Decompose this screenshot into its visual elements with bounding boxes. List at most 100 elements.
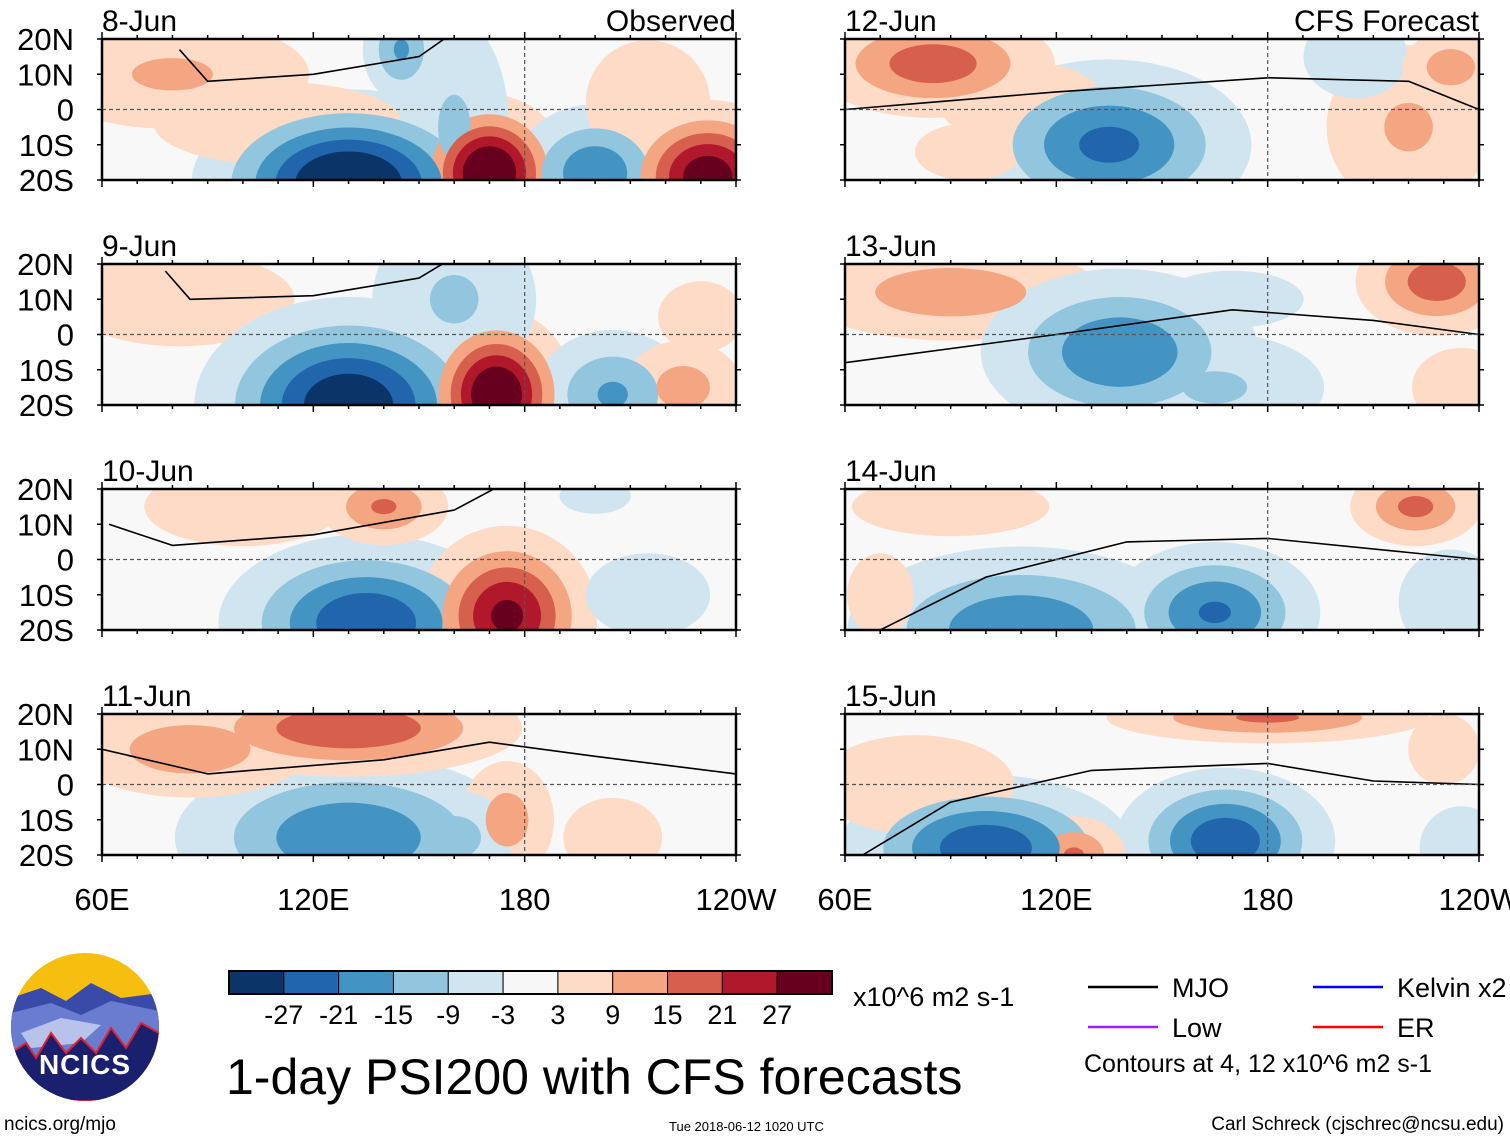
- shaded-contour: [462, 146, 517, 180]
- shaded-contour: [567, 356, 659, 405]
- mjo-contour-line: [862, 762, 1479, 855]
- y-tick-label: 20S: [19, 388, 74, 423]
- panel-date-label: 13-Jun: [845, 230, 937, 263]
- shaded-contour: [429, 274, 479, 324]
- shaded-contour: [144, 489, 342, 547]
- x-tick-label: 60E: [817, 882, 872, 917]
- y-tick-label: 10N: [17, 732, 74, 767]
- y-tick-label: 20S: [19, 613, 74, 648]
- website-link[interactable]: ncics.org/mjo: [4, 1114, 116, 1135]
- shaded-contour: [1079, 126, 1140, 163]
- shaded-contour: [129, 725, 251, 774]
- x-tick-label: 180: [1242, 882, 1294, 917]
- y-tick-label: 10N: [17, 507, 74, 542]
- shaded-contour: [597, 381, 628, 405]
- colorbar: -27 -21 -15 -9 -3 3 9 15 21 27: [228, 970, 833, 1030]
- shaded-contour: [1407, 264, 1466, 302]
- map-panel-15-Jun: 15-Jun 60E 120E 180 120W: [817, 680, 1510, 917]
- shaded-contour: [1408, 714, 1479, 785]
- y-tick-label: 0: [57, 93, 74, 128]
- x-tick-label: 120E: [277, 882, 349, 917]
- y-tick-label: 20S: [19, 838, 74, 873]
- shaded-contour: [303, 373, 394, 405]
- psi200-field: [102, 39, 736, 180]
- colorbar-label: 15: [653, 1000, 683, 1030]
- shaded-contour: [559, 489, 631, 514]
- y-tick-label: 10N: [17, 282, 74, 317]
- shaded-contour: [1384, 102, 1433, 152]
- y-tick-label: 20S: [19, 163, 74, 198]
- colorbar-label: -15: [374, 1000, 413, 1030]
- shaded-contour: [1412, 347, 1479, 405]
- shaded-contour: [563, 146, 628, 180]
- panel-date-label: 11-Jun: [102, 680, 192, 713]
- legend-note: Contours at 4, 12 x10^6 m2 s-1: [1084, 1050, 1433, 1078]
- shaded-contour: [948, 595, 1094, 630]
- shaded-contour: [491, 599, 524, 630]
- logo-text: NCICS: [38, 1049, 132, 1080]
- colorbar-swatch: [721, 970, 778, 995]
- shaded-contour: [1303, 39, 1408, 99]
- psi200-field: [845, 714, 1479, 855]
- legend-label: Kelvin x2: [1397, 973, 1507, 1003]
- colorbar-swatch: [338, 970, 394, 995]
- x-tick-label: 180: [499, 882, 551, 917]
- shaded-contour: [427, 815, 481, 855]
- legend-label: ER: [1397, 1013, 1435, 1043]
- timestamp: Tue 2018-06-12 1020 UTC: [669, 1119, 824, 1134]
- y-tick-label: 20N: [17, 22, 74, 57]
- shaded-contour: [371, 499, 397, 515]
- panel-date-label: 10-Jun: [102, 455, 194, 488]
- ncics-logo: NCICS: [11, 953, 159, 1101]
- colorbar-swatch: [612, 970, 669, 995]
- shaded-contour: [1198, 601, 1231, 624]
- y-tick-label: 10S: [19, 353, 74, 388]
- psi200-field: [847, 489, 1479, 630]
- shaded-contour: [914, 123, 1022, 180]
- shaded-contour: [683, 155, 733, 180]
- shaded-contour: [295, 151, 402, 180]
- map-panel-13-Jun: 13-Jun: [840, 230, 1484, 412]
- shaded-contour: [563, 797, 663, 855]
- panel-date-label: 9-Jun: [102, 230, 177, 263]
- colorbar-swatch: [667, 970, 723, 995]
- mjo-contour-line: [845, 309, 1479, 364]
- panel-date-label: 8-Jun: [102, 5, 177, 38]
- panel-date-label: 14-Jun: [845, 455, 937, 488]
- colorbar-swatch: [392, 970, 449, 995]
- y-tick-label: 10S: [19, 578, 74, 613]
- shaded-contour: [1419, 806, 1479, 855]
- panel-date-label: 12-Jun: [845, 5, 937, 38]
- y-tick-label: 0: [57, 318, 74, 353]
- x-tick-label: 120W: [696, 882, 778, 917]
- legend-label: Low: [1172, 1013, 1222, 1043]
- shaded-contour: [393, 39, 409, 60]
- shaded-contour: [471, 366, 522, 405]
- colorbar-label: -3: [491, 1000, 515, 1030]
- x-tick-label: 60E: [74, 882, 129, 917]
- colorbar-swatch: [776, 970, 833, 995]
- colorbar-swatch: [283, 970, 340, 995]
- colorbar-swatch: [228, 970, 285, 995]
- mjo-contour-line: [879, 537, 1479, 630]
- shaded-contour: [1426, 49, 1475, 86]
- y-tick-label: 0: [57, 543, 74, 578]
- shaded-contour: [1063, 847, 1085, 855]
- x-tick-label: 120E: [1020, 882, 1092, 917]
- shaded-contour: [656, 365, 710, 405]
- shaded-contour: [276, 802, 421, 855]
- panel-date-label: 15-Jun: [845, 680, 937, 713]
- mountain-logo-icon: [11, 953, 159, 1101]
- colorbar-label: 9: [605, 1000, 620, 1030]
- shaded-contour: [485, 793, 529, 847]
- colorbar-label: 21: [707, 1000, 737, 1030]
- shaded-contour: [1182, 371, 1248, 404]
- chart-title: 1-day PSI200 with CFS forecasts: [226, 1049, 963, 1105]
- colorbar-frame: [228, 970, 833, 995]
- colorbar-label: -9: [436, 1000, 460, 1030]
- shaded-contour: [889, 44, 977, 84]
- shaded-contour: [852, 489, 1050, 537]
